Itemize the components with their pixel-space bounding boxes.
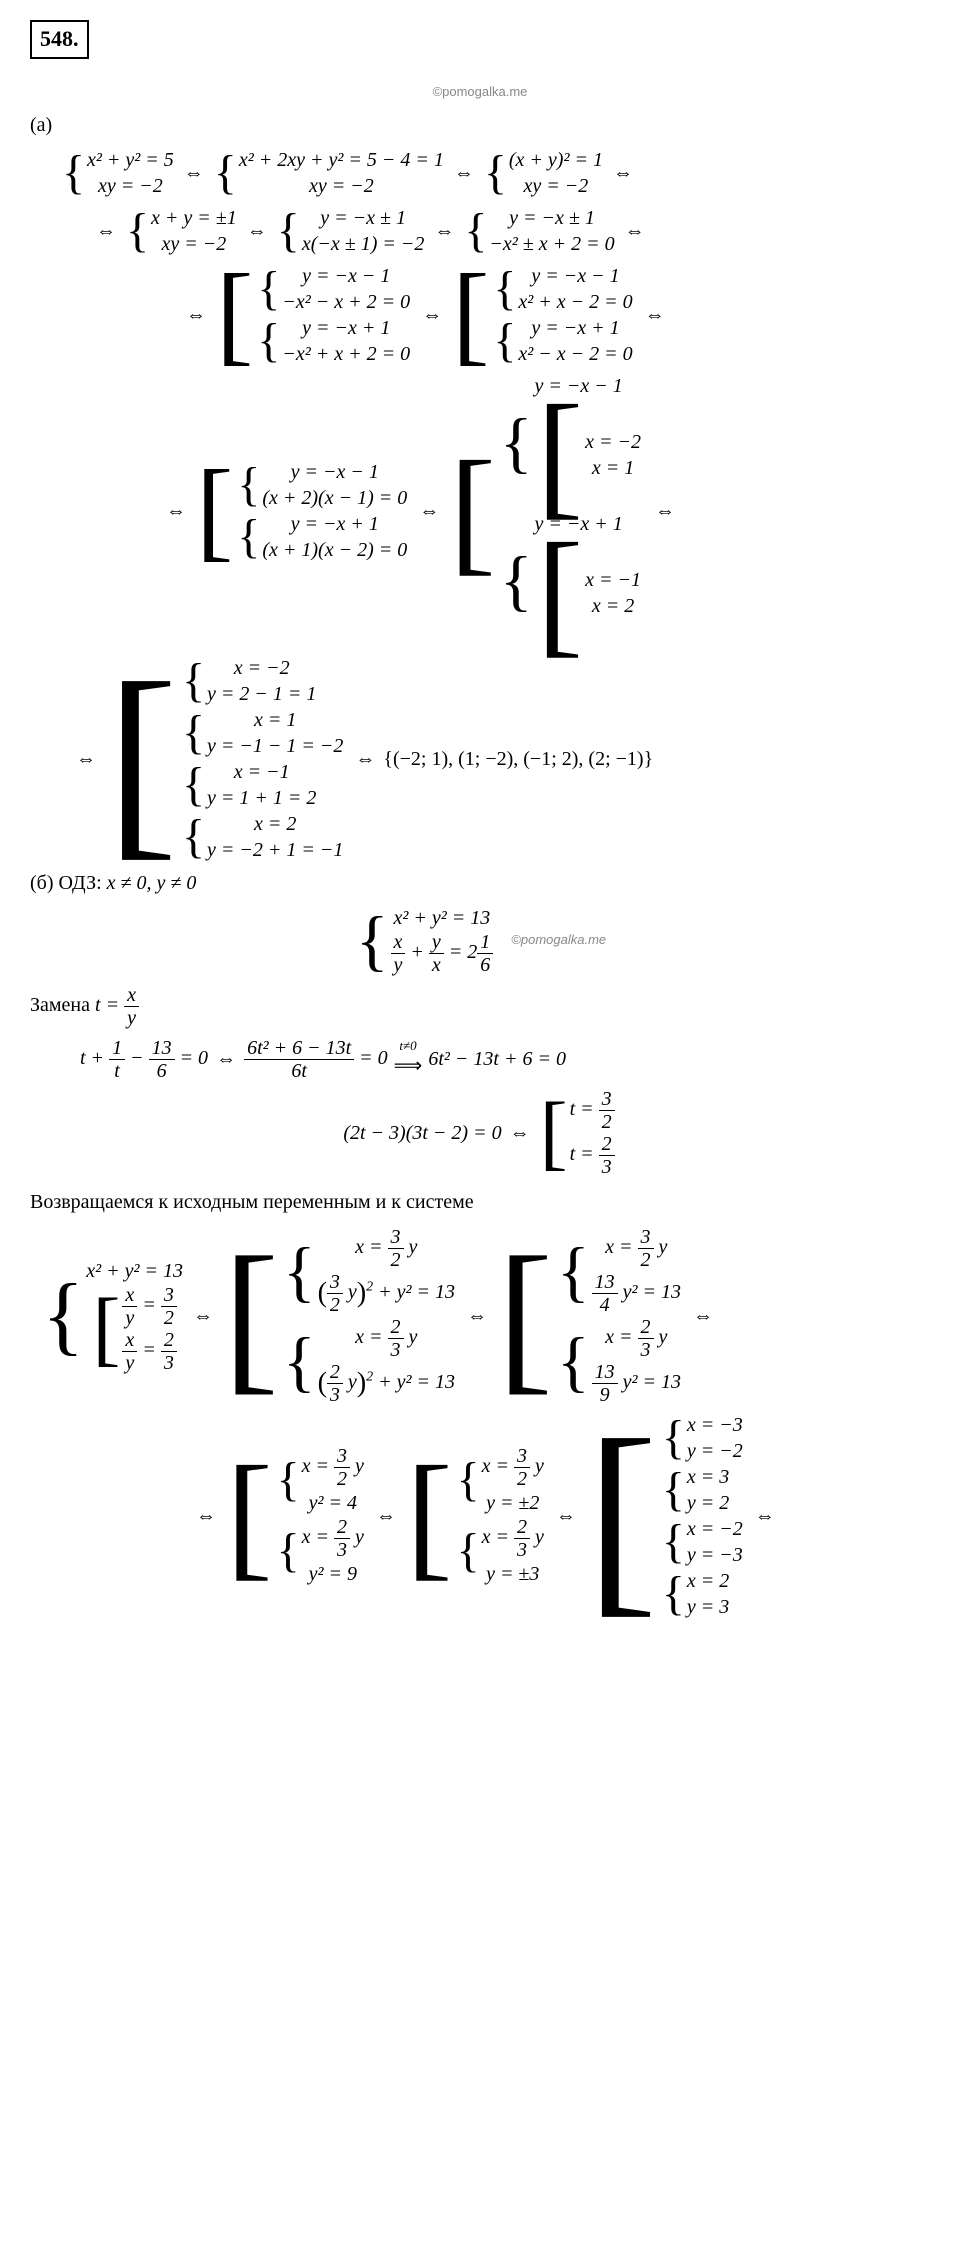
part-a-line1: { x² + y² = 5 xy = −2 ⇔ { x² + 2xy + y² …: [60, 147, 930, 199]
part-b-label: (б) ОДЗ: x ≠ 0, y ≠ 0: [30, 869, 930, 897]
part-b-t-factor: (2t − 3)(3t − 2) = 0 ⇔ [ t = 32 t = 23: [30, 1088, 930, 1178]
part-b-chain1: { x² + y² = 13 [ xy = 32 xy = 23 ⇔ [ { x…: [40, 1226, 930, 1406]
part-b-subst: Замена t = xy: [30, 984, 930, 1029]
part-a-line5: ⇔ [ { x = −2 y = 2 − 1 = 1 { x = 1 y = −…: [70, 655, 930, 863]
part-b-chain2: ⇔ [ { x = 32 y y² = 4 { x = 23 y y² = 9 …: [190, 1412, 930, 1620]
part-a-line2: ⇔ { x + y = ±1 xy = −2 ⇔ { y = −x ± 1 x(…: [90, 205, 930, 257]
watermark-top: ©pomogalka.me: [30, 83, 930, 101]
part-b-t-line: t + 1t − 136 = 0 ⇔ 6t² + 6 − 13t6t = 0 t…: [80, 1037, 930, 1082]
part-a-line4: ⇔ [ { y = −x − 1 (x + 2)(x − 1) = 0 { y …: [160, 373, 930, 649]
part-b-system: { x² + y² = 13 xy + yx = 216 ©pomogalka.…: [30, 905, 930, 976]
part-b-return-label: Возвращаемся к исходным переменным и к с…: [30, 1188, 930, 1216]
watermark-mid: ©pomogalka.me: [511, 931, 606, 949]
part-a-answer: {(−2; 1), (1; −2), (−1; 2), (2; −1)}: [383, 745, 653, 773]
part-a-line3: ⇔ [ { y = −x − 1 −x² − x + 2 = 0 { y = −…: [180, 263, 930, 367]
part-a-label: (а): [30, 111, 930, 139]
implies-arrow: t≠0 ⟹: [394, 1039, 423, 1080]
problem-number: 548.: [30, 20, 89, 59]
